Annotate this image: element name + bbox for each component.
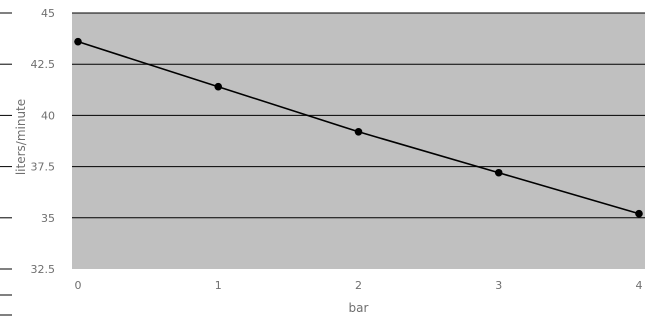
x-axis-title: bar bbox=[349, 301, 369, 315]
data-point bbox=[74, 37, 82, 46]
y-tick-label: 37.5 bbox=[31, 161, 56, 174]
y-axis-ticks: 32.5 35 37.5 40 42.5 45 bbox=[0, 7, 56, 316]
gridlines bbox=[72, 12, 645, 219]
data-point bbox=[494, 168, 503, 177]
x-axis-ticks: 0 1 2 3 4 bbox=[75, 279, 643, 292]
x-tick-label: 1 bbox=[215, 279, 222, 292]
y-tick-label: 42.5 bbox=[31, 58, 56, 71]
y-tick-label: 35 bbox=[41, 212, 55, 225]
data-point bbox=[354, 127, 363, 136]
y-tick-label: 32.5 bbox=[31, 263, 56, 276]
data-point bbox=[214, 82, 223, 91]
data-point bbox=[635, 209, 643, 218]
y-tick-label: 40 bbox=[41, 109, 55, 122]
x-tick-label: 3 bbox=[495, 279, 502, 292]
x-tick-label: 0 bbox=[75, 279, 82, 292]
y-tick-label: 45 bbox=[41, 7, 55, 20]
x-tick-label: 2 bbox=[355, 279, 362, 292]
x-tick-label: 4 bbox=[636, 279, 643, 292]
plot-background bbox=[72, 13, 645, 269]
y-axis-title: liters/minute bbox=[14, 99, 28, 175]
markers bbox=[74, 37, 643, 218]
